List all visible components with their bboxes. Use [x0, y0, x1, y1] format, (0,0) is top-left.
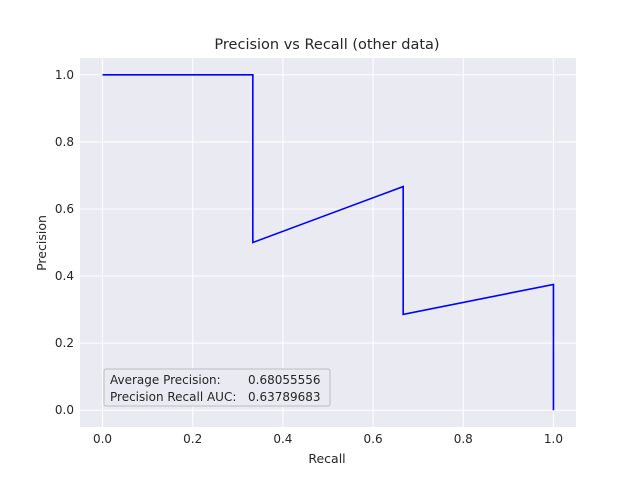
- series-layer: [102, 73, 555, 411]
- x-tick-label: 0.4: [273, 432, 292, 446]
- y-axis-label: Precision: [34, 215, 49, 271]
- average-precision-value: 0.68055556: [248, 373, 321, 387]
- grid: [80, 58, 576, 427]
- x-tick-label: 0.8: [454, 432, 473, 446]
- x-tick-label: 0.0: [93, 432, 112, 446]
- y-tick-label: 0.0: [55, 403, 74, 417]
- y-tick-label: 0.8: [55, 135, 74, 149]
- metrics-box: Average Precision: 0.68055556 Precision …: [103, 368, 331, 407]
- pr-auc-value: 0.63789683: [248, 390, 321, 404]
- pr-auc-label: Precision Recall AUC:: [110, 390, 236, 404]
- y-tick-label: 0.4: [55, 269, 74, 283]
- average-precision-label: Average Precision:: [110, 373, 221, 387]
- x-tick-label: 0.2: [183, 432, 202, 446]
- chart-title: Precision vs Recall (other data): [214, 37, 439, 53]
- tick-labels: 0.0 0.2 0.4 0.6 0.8 1.0 0.0 0.2 0.4 0.6 0.8 1.0: [55, 68, 563, 446]
- y-tick-label: 0.6: [55, 202, 74, 216]
- metrics-box-frame: [103, 368, 331, 407]
- x-tick-label: 0.6: [364, 432, 383, 446]
- plot-area: [80, 58, 576, 427]
- x-axis-label: Recall: [308, 451, 345, 466]
- precision-recall-line: [102, 73, 555, 411]
- y-tick-label: 0.2: [55, 336, 74, 350]
- x-tick-label: 1.0: [544, 432, 563, 446]
- y-tick-label: 1.0: [55, 68, 74, 82]
